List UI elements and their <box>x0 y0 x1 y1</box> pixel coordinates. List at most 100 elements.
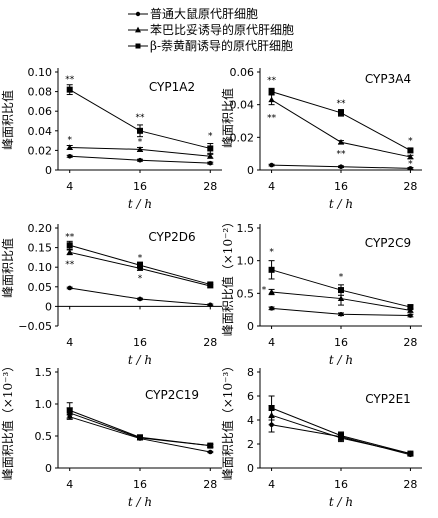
cyp2c9-y-tick-label: 1.5 <box>237 222 255 235</box>
cyp1a2-y-tick-label: 0.08 <box>28 86 53 99</box>
cyp2c9-data-point <box>268 266 275 273</box>
legend-label-normal: 普通大鼠原代肝细胞 <box>150 7 259 21</box>
cyp1a2-significance-mark: * <box>208 132 213 142</box>
cyp2c19-data-point <box>137 434 143 441</box>
cyp2c9-y-tick-label: 0.5 <box>237 287 255 300</box>
cyp2c9-data-point <box>337 295 345 301</box>
cyp1a2-y-tick-label: 0.02 <box>28 144 53 157</box>
cyp2e1-x-axis-label: t / h <box>329 495 353 509</box>
cyp1a2-data-point <box>207 145 214 152</box>
cyp2d6-data-point <box>66 242 73 249</box>
cyp3a4-y-tick-label: 0 <box>247 164 254 177</box>
cyp2c9-x-tick-label: 28 <box>403 336 417 349</box>
cyp2e1-x-tick-label: 4 <box>268 478 275 491</box>
cyp1a2-significance-mark: ** <box>65 75 75 85</box>
cyp3a4-significance-mark: ** <box>337 150 347 160</box>
cyp2d6-y-tick-label: 0.20 <box>28 222 53 235</box>
cyp2e1-y-tick-label: 4 <box>247 414 254 427</box>
cyp3a4-data-point <box>408 166 413 171</box>
cyp2c19-data-point <box>207 442 214 449</box>
cyp2c9-significance-mark: * <box>269 248 274 258</box>
cyp2c9-x-axis-label: t / h <box>329 353 353 367</box>
cyp2c19-y-axis-label: 峰面积比值（×10⁻³） <box>0 360 15 480</box>
cyp3a4-significance-mark: ** <box>267 76 277 86</box>
cyp3a4-data-point <box>407 153 414 160</box>
cyp3a4-significance-mark: * <box>408 137 413 147</box>
cyp1a2-significance-mark: ** <box>136 113 146 123</box>
cyp2c9-x-tick-label: 16 <box>334 336 348 349</box>
cyp3a4-data-point <box>338 109 344 116</box>
cyp1a2-y-tick-label: 0 <box>45 164 52 177</box>
cyp2d6-significance-mark: ** <box>65 233 75 243</box>
cyp3a4-data-point <box>269 162 274 168</box>
cyp1a2-data-point <box>137 157 143 163</box>
cyp3a4-x-tick-label: 28 <box>403 180 417 193</box>
cyp2e1-x-tick-label: 28 <box>403 478 417 491</box>
legend-item-normal: 普通大鼠原代肝细胞 <box>128 6 398 22</box>
cyp2c9-data-point <box>407 304 414 311</box>
cyp2c9-data-point <box>338 311 344 317</box>
cyp1a2-x-axis-label: t / h <box>128 197 152 211</box>
cyp2d6-data-point <box>137 262 143 269</box>
cyp2d6-significance-mark: ** <box>65 260 75 270</box>
cyp3a4-y-tick-label: 0.02 <box>230 131 255 144</box>
cyp3a4-x-axis-label: t / h <box>329 197 353 211</box>
cyp2d6-x-tick-label: 28 <box>203 336 217 349</box>
cyp1a2-data-point <box>136 146 144 152</box>
cyp2d6-y-axis-label: 峰面积比值 <box>0 238 15 298</box>
cyp1a2-x-tick-label: 16 <box>133 180 147 193</box>
cyp1a2-y-tick-label: 0.04 <box>28 125 53 138</box>
cyp2e1-data-point <box>338 432 344 439</box>
legend-label-phenobarbital: 苯巴比妥诱导的原代肝细胞 <box>150 23 295 37</box>
cyp2c9-significance-mark: * <box>339 272 344 282</box>
cyp1a2-data-point <box>67 153 73 159</box>
square-marker-icon <box>128 43 148 49</box>
cyp2c19-y-tick-label: 0 <box>45 462 52 475</box>
cyp2d6-x-tick-label: 16 <box>133 336 147 349</box>
cyp2e1-x-tick-label: 16 <box>334 478 348 491</box>
cyp2c19-x-axis-label: t / h <box>128 495 152 509</box>
cyp2c9-chart-title: CYP2C9 <box>365 236 411 250</box>
cyp2c19-x-tick-label: 16 <box>133 478 147 491</box>
cyp2d6-data-point <box>67 285 73 291</box>
cyp2d6-significance-mark: * <box>138 253 143 263</box>
cyp2c9-significance-mark: * <box>262 285 267 295</box>
cyp3a4-data-point <box>407 147 414 154</box>
cyp1a2-y-axis-label: 峰面积比值 <box>0 90 15 150</box>
circle-marker-icon <box>128 11 148 17</box>
cyp2c9-data-point <box>269 306 274 311</box>
cyp2d6-x-axis-label: t / h <box>128 353 152 367</box>
cyp2c9-y-tick-label: 0 <box>247 320 254 333</box>
cyp2c19-data-point <box>207 449 213 455</box>
cyp2c9-y-tick-label: 1.0 <box>237 255 255 268</box>
cyp2c19-x-tick-label: 28 <box>203 478 217 491</box>
legend-item-phenobarbital: 苯巴比妥诱导的原代肝细胞 <box>128 22 398 38</box>
cyp2c19-y-tick-label: 1.5 <box>35 366 53 379</box>
cyp3a4-data-point <box>338 164 344 170</box>
cyp2c9-data-point <box>338 287 344 294</box>
cyp2c19-y-tick-label: 1.0 <box>35 398 53 411</box>
cyp2e1-data-point <box>407 450 414 457</box>
cyp2c19-chart-title: CYP2C19 <box>145 388 199 402</box>
cyp2d6-data-point <box>137 296 143 302</box>
cyp2d6-y-tick-label: 0.15 <box>28 242 53 255</box>
cyp3a4-data-point <box>268 96 275 103</box>
cyp2c9-y-axis-label: 峰面积比值（×10⁻²） <box>220 216 235 336</box>
cyp1a2-data-point <box>137 127 143 134</box>
cyp2c19-data-point <box>66 407 73 414</box>
cyp2c9-x-tick-label: 4 <box>268 336 275 349</box>
cyp3a4-data-point <box>268 88 275 95</box>
cyp3a4-x-tick-label: 16 <box>334 180 348 193</box>
cyp2d6-significance-mark: * <box>138 274 143 284</box>
cyp1a2-x-tick-label: 28 <box>203 180 217 193</box>
cyp2c9-data-point <box>268 288 275 295</box>
cyp2e1-y-axis-label: 峰面积比值（×10⁻³） <box>220 360 235 480</box>
cyp2e1-data-point <box>268 405 275 411</box>
legend-label-naphthoflavone: β-萘黄酮诱导的原代肝细胞 <box>150 39 293 53</box>
cyp2e1-series-line <box>271 407 411 455</box>
cyp2e1-y-tick-label: 6 <box>247 390 254 403</box>
cyp2c19-x-tick-label: 4 <box>66 478 73 491</box>
cyp2c19-y-tick-label: 0.5 <box>35 430 53 443</box>
cyp3a4-data-point <box>337 139 345 145</box>
cyp1a2-y-tick-label: 0.06 <box>28 105 53 118</box>
